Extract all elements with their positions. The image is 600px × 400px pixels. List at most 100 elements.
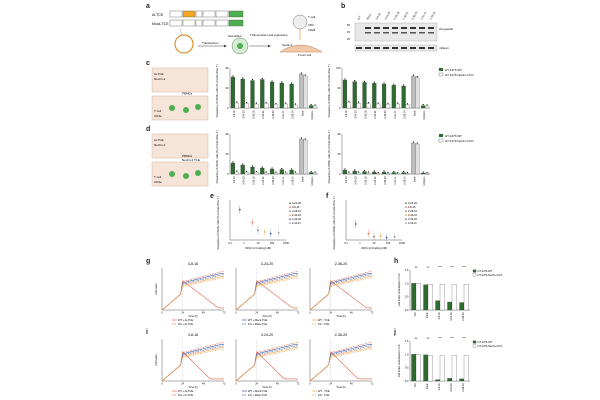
significance-label: ns (415, 337, 418, 340)
x-tick-label: 48 (350, 383, 353, 386)
bar-ko (376, 103, 381, 109)
x-tick-label: 2-31-11 (394, 110, 397, 119)
data-point (314, 104, 316, 106)
bar-ko (415, 77, 420, 109)
data-point (304, 138, 306, 140)
t-cell-icon (195, 104, 201, 110)
bar-ko (427, 284, 433, 311)
data-point (242, 77, 244, 79)
panel-d-legend: HT-1376 WT HT-1376 Nectin-4 KO (438, 134, 474, 143)
legend-label: HT-1376 Nectin-4 KO (478, 273, 503, 277)
x-tick-label: 3-24-20 (355, 110, 358, 119)
x-tick-label: 2-40-22 (262, 110, 265, 119)
x-tick-label: 72 (371, 312, 374, 315)
band-label-2a: 2A peptide (439, 27, 454, 31)
blot-band (410, 32, 416, 34)
bar-wt (299, 138, 304, 175)
bar-ko (264, 172, 269, 175)
t-cell-icon (183, 107, 189, 113)
blot-band (419, 27, 425, 29)
label-cd3: CD3 (308, 23, 314, 27)
data-point (383, 170, 385, 172)
bar-wt (381, 171, 387, 175)
data-point (281, 81, 283, 83)
legend-marker (289, 210, 291, 212)
step-t-cell: T cell (308, 15, 315, 19)
x-tick-label: Untrans. (311, 176, 314, 185)
subplot-title: 3-8-16 (188, 262, 198, 266)
data-point (393, 170, 395, 173)
data-point (271, 167, 273, 169)
series-line (235, 351, 298, 382)
label-cd28: CD28 (308, 28, 316, 32)
legend-label: HT-1376 Nectin-4 KO (478, 344, 503, 348)
blot-bands (365, 27, 434, 34)
x-tick-label: 72 (297, 312, 300, 315)
x-axis-label: Time (h) (262, 314, 272, 318)
x-tick-label: 0 (161, 312, 163, 315)
bar-ko (264, 103, 269, 109)
legend-marker (289, 222, 291, 224)
series-line (161, 280, 224, 311)
subplot-title: 2-36-20 (335, 333, 347, 337)
schematic-label: T cell (154, 109, 161, 113)
data-point (251, 78, 254, 81)
y-axis-label: Frequency of CD69+ cells (% of total CD3… (327, 64, 331, 117)
bar-wt (391, 85, 396, 109)
marker-25: 25 (347, 37, 350, 41)
bar-wt (342, 79, 348, 109)
y-tick-label: 80 (226, 66, 229, 70)
data-point (271, 80, 273, 82)
x-tick-label: 3-8-16 (345, 176, 348, 184)
data-point (354, 169, 356, 171)
blot-loading-band (356, 47, 362, 49)
legend-label: WT - TCE (318, 318, 330, 322)
legend-label: WT - TCE (318, 389, 330, 393)
legend-label: 2-28-16 (408, 209, 417, 213)
construct-part (228, 19, 244, 27)
well-top (151, 67, 209, 93)
data-point (406, 171, 409, 174)
x-tick-label: 3-8-16 (345, 110, 348, 118)
legend-label: 2-36-20 (292, 217, 301, 221)
data-point (232, 161, 234, 163)
y-axis-label: Frequency of CD25+ cells (% of total CD3… (216, 196, 220, 249)
blot-band (383, 27, 389, 29)
data-point (363, 169, 366, 172)
panel-label-b: b (341, 3, 346, 10)
legend-swatch (472, 273, 477, 277)
data-point (291, 168, 293, 170)
data-point (393, 235, 396, 238)
x-tick-label: Mock (426, 312, 429, 319)
bar-ko (356, 172, 361, 175)
bar-ko (451, 355, 457, 382)
construct-ai-parts (169, 10, 244, 18)
y-axis-label: Cell Index normalized to Ctrl (397, 273, 401, 306)
data-point (304, 74, 306, 76)
x-tick-label: 48 (350, 312, 353, 315)
data-point (377, 102, 379, 104)
bar-wt (411, 142, 416, 175)
series-line (235, 277, 298, 311)
bar-ko (356, 103, 361, 109)
series-line (161, 277, 224, 311)
series-line (161, 351, 224, 382)
bar-ko (415, 143, 420, 175)
blot-lane-label: 2-40-22 (401, 10, 409, 20)
construct-name-ai: Ai-TCE (152, 13, 164, 17)
data-point (377, 171, 379, 174)
series-line (161, 271, 224, 311)
bar-wt (391, 172, 396, 175)
construct-part (215, 19, 229, 27)
data-point (363, 80, 366, 82)
bar-ko (424, 173, 430, 175)
x-tick-label: 0.1 (344, 241, 348, 245)
construct-part (202, 19, 216, 27)
panel-h-chart: 0.0 0.5 1.0 1.5 Cell Index normalized to Ctr… (397, 266, 503, 321)
blot-lane-label: 2-36-20 (410, 10, 418, 20)
legend-label: KO - TCE (318, 393, 329, 397)
x-tick-label: 2-28-16 (252, 110, 255, 119)
bar-wt (401, 85, 406, 109)
data-point (422, 104, 424, 106)
